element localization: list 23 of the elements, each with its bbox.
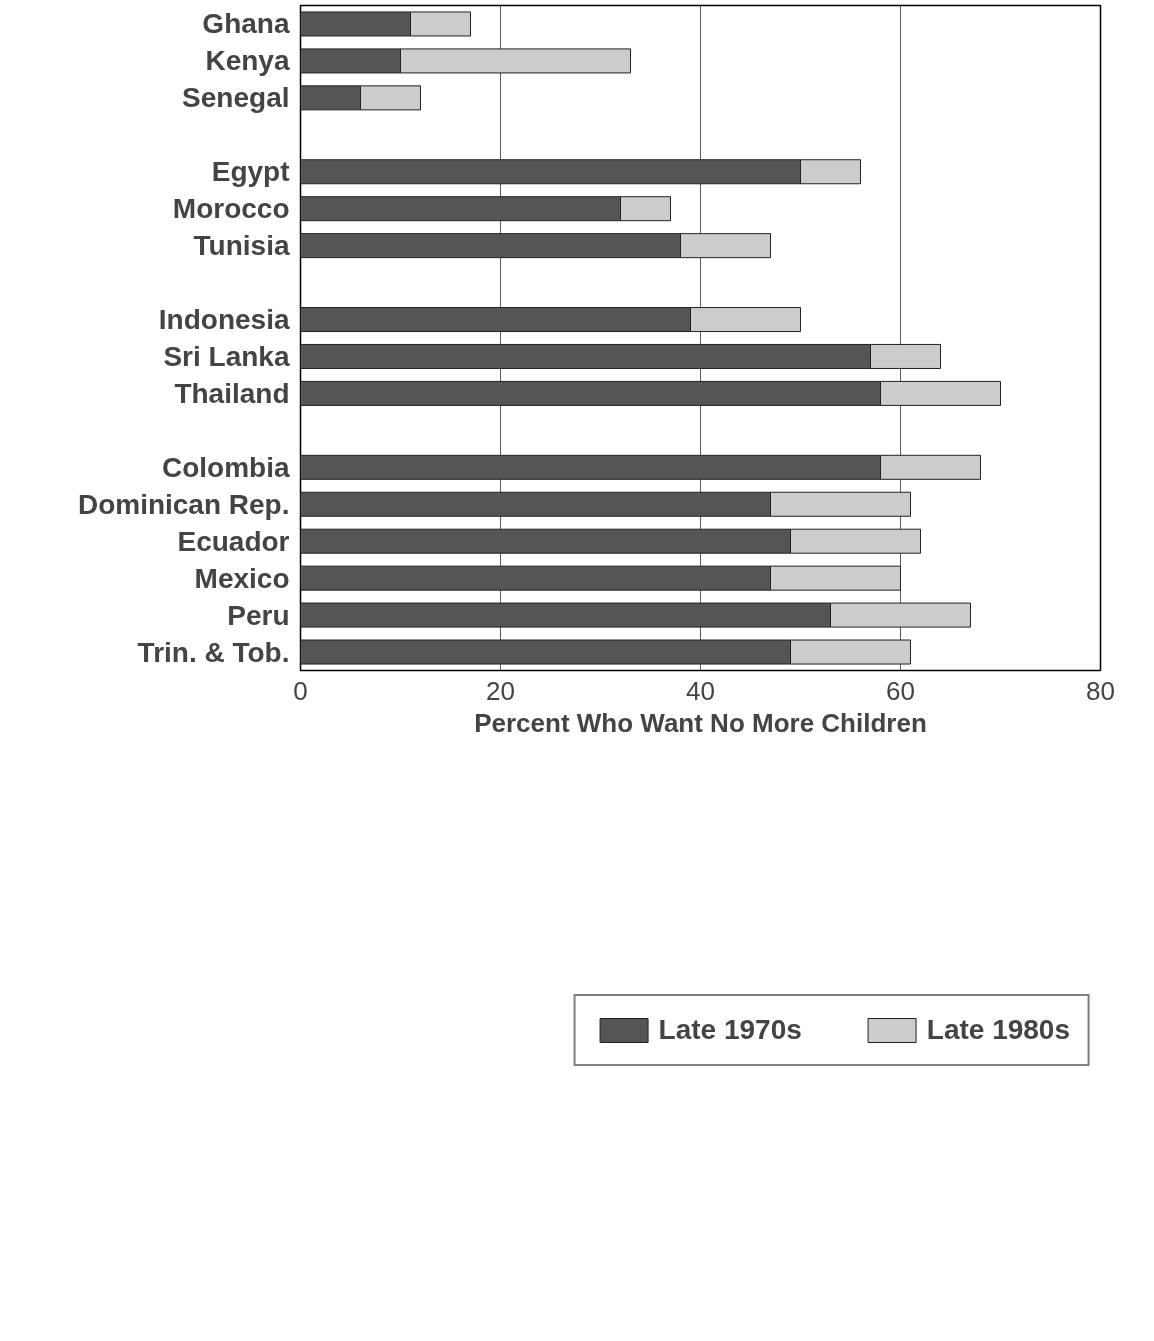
y-tick-label: Ghana [202, 8, 290, 40]
y-tick-label: Kenya [205, 45, 290, 77]
legend-label: Late 1980s [926, 1014, 1070, 1046]
y-tick-label: Trin. & Tob. [137, 636, 290, 668]
x-tick-label: 20 [486, 675, 515, 706]
x-axis-title: Percent Who Want No More Children [474, 707, 927, 738]
x-tick-label: 80 [1086, 675, 1115, 706]
legend-label: Late 1970s [658, 1014, 802, 1046]
x-tick-label: 40 [686, 675, 715, 706]
x-tick-label: 0 [293, 675, 308, 706]
y-tick-label: Ecuador [177, 525, 290, 557]
x-tick-label: 60 [886, 675, 915, 706]
y-tick-label: Indonesia [158, 304, 290, 336]
y-tick-label: Morocco [172, 193, 290, 225]
y-tick-label: Dominican Rep. [77, 488, 290, 520]
y-tick-label: Colombia [161, 451, 290, 483]
y-tick-label: Sri Lanka [163, 340, 290, 372]
y-tick-label: Mexico [194, 562, 290, 594]
y-tick-label: Egypt [211, 156, 290, 188]
y-tick-label: Tunisia [193, 230, 290, 262]
y-tick-label: Senegal [182, 82, 290, 114]
y-tick-label: Peru [227, 599, 290, 631]
y-tick-label: Thailand [174, 377, 290, 409]
